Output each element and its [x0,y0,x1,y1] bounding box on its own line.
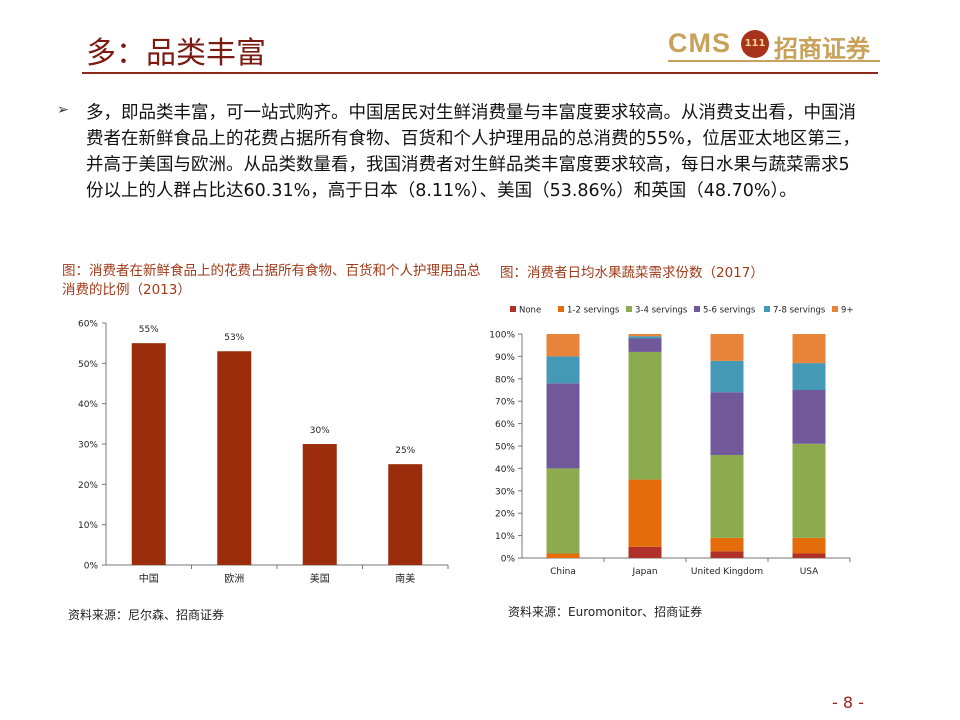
chart1-y-tick-label: 20% [78,481,98,491]
arrow-bullet-icon: ➢ [57,102,69,118]
title-underline [82,72,878,74]
chart2-bar-segment [710,551,744,558]
chart2-bar-segment [546,553,580,558]
chart2-bar-segment [710,334,744,361]
chart2-category-label: USA [800,567,819,577]
chart2-bar-segment [710,360,744,393]
chart1-svg: 0% 10% 20% 30% 40% 50% 60% 55% 中国 53% 欧洲 30% 美国 25% 南美 [78,320,449,585]
chart2-bar-segment [628,351,662,480]
chart2-legend-swatch [694,306,700,312]
chart1-bar [388,464,423,565]
chart1-category-label: 南美 [395,572,415,585]
chart2-legend-swatch [510,306,516,312]
chart2-category-label: China [550,567,576,577]
chart1-data-label: 25% [395,446,415,456]
logo-latin-text: CMS [668,28,731,58]
chart2-legend-swatch [832,306,838,312]
chart2-bar-segment [546,334,580,357]
chart2-legend-swatch [626,306,632,312]
chart2-y-tick-label: 20% [495,510,515,520]
chart2-category-label: United Kingdom [691,567,763,577]
logo-underline [668,60,880,62]
chart2-legend-label: None [519,306,541,316]
chart1-bar [302,444,337,565]
chart2-bar-segment [628,336,662,339]
chart2-bar-segment [628,546,662,558]
chart1-source: 资料来源：尼尔森、招商证券 [68,608,225,622]
chart1-y-tick-label: 40% [78,400,98,410]
chart2-legend-label: 9+ [841,306,854,316]
chart1-data-label: 30% [310,426,330,436]
chart1-data-label: 55% [139,325,159,335]
chart2-bar-segment [546,356,580,384]
chart1-category-label: 美国 [310,572,330,585]
chart2-bar-segment [546,383,580,469]
chart2-y-tick-label: 80% [495,375,515,385]
chart2-y-tick-label: 70% [495,398,515,408]
chart2-y-tick-label: 50% [495,443,515,453]
chart2-legend-label: 5-6 servings [703,306,756,316]
chart2-y-tick-label: 0% [501,555,516,565]
chart2-y-tick-label: 100% [489,331,515,341]
chart2-bar-segment [546,468,580,554]
chart2-source: 资料来源：Euromonitor、招商证券 [508,605,703,619]
chart2-legend-label: 1-2 servings [567,306,620,316]
chart2-bar-segment [628,479,662,547]
chart2-bar-segment [792,537,826,554]
chart1-y-tick-label: 10% [78,521,98,531]
cms-logo: CMS 111 招商证券 [668,28,880,63]
chart2-bar-segment [628,334,662,337]
chart2-bar-segment [792,390,826,444]
chart1-category-label: 中国 [139,572,159,585]
chart2-category-label: Japan [631,567,657,577]
chart2-legend-label: 7-8 servings [773,306,826,316]
bullet-paragraph: 多，即品类丰富，可一站式购齐。中国居民对生鲜消费量与丰富度要求较高。从消费支出看… [86,103,860,201]
chart2-bar-segment [792,363,826,390]
chart2-bar-segment [792,553,826,558]
chart1-y-tick-label: 50% [78,360,98,370]
chart2-legend-label: 3-4 servings [635,306,688,316]
chart2-bar-segment [792,443,826,538]
chart2-y-tick-label: 40% [495,465,515,475]
logo-badge-icon: 111 [741,30,769,58]
page-number: - 8 - [832,693,864,712]
chart2-caption: 图：消费者日均水果蔬菜需求份数（2017） [500,265,764,281]
chart2-y-tick-label: 30% [495,487,515,497]
chart1-y-tick-label: 60% [78,320,98,330]
chart1-y-tick-label: 30% [78,441,98,451]
logo-chinese-text: 招商证券 [774,34,870,63]
chart2-y-tick-label: 60% [495,420,515,430]
chart2-y-tick-label: 10% [495,532,515,542]
chart2-bar-segment [792,334,826,364]
chart2-bar-segment [710,392,744,455]
chart2-bar-segment [628,338,662,352]
chart1-bar [217,351,252,565]
chart1-category-label: 欧洲 [224,573,244,585]
chart2-legend-swatch [764,306,770,312]
page-title: 多：品类丰富 [86,36,266,71]
chart1-data-label: 53% [224,333,244,343]
chart2-legend-swatch [558,306,564,312]
chart2-svg: 0% 10% 20% 30% 40% 50% 60% 70% 80% 90% 100% None 1-2… [489,306,854,578]
chart2-bar-segment [710,454,744,538]
chart1-y-tick-label: 0% [84,562,99,572]
chart1-caption: 图：消费者在新鲜食品上的花费占据所有食物、百货和个人护理用品总消费的比例（201… [62,263,481,298]
chart2-y-tick-label: 90% [495,353,515,363]
chart1-bar [131,343,166,565]
chart2-bar-segment [710,537,744,552]
